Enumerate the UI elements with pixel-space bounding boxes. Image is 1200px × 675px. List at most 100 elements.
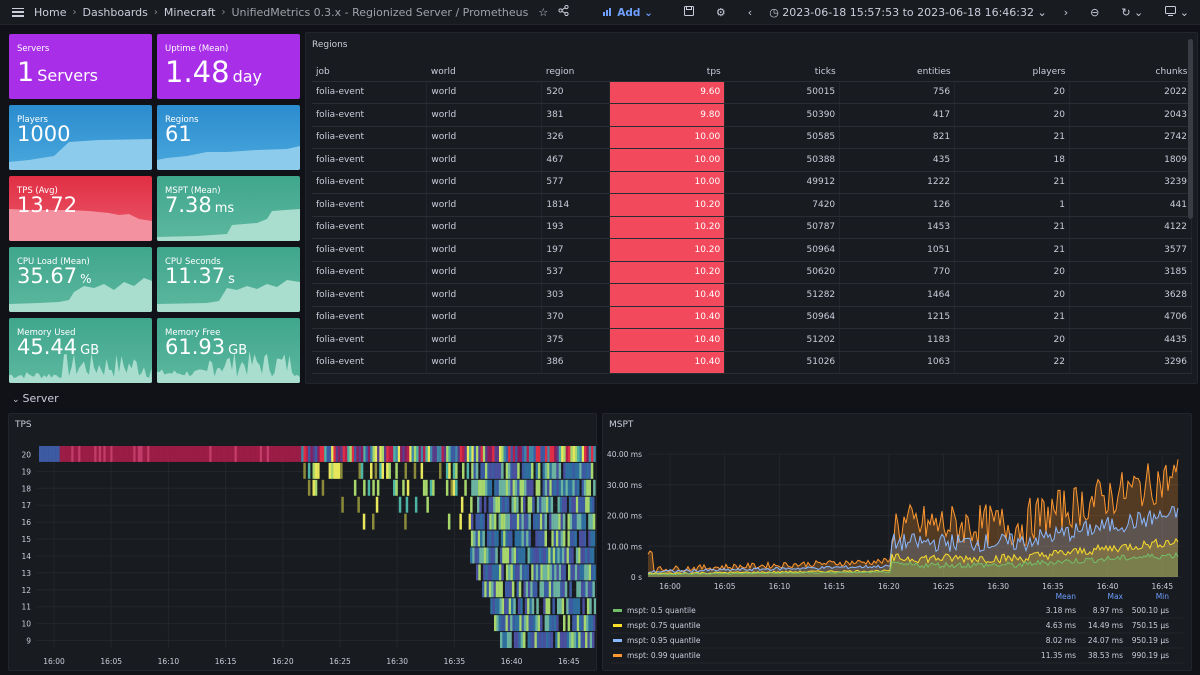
save-icon[interactable] [683,6,694,19]
heatmap-cell [551,479,555,496]
heatmap-cell [73,446,76,462]
stat-memory-used[interactable]: Memory Used 45.44 GB [9,318,152,383]
cell-job: folia-event [312,238,428,262]
stat-mspt[interactable]: MSPT (Mean) 7.38 ms [157,176,300,241]
share-icon[interactable] [558,4,569,19]
column-header-region[interactable]: region [541,63,610,82]
tv-icon[interactable]: ⌄ [1165,6,1189,19]
cell-entities: 821 [839,126,956,149]
heatmap-cell [529,598,532,615]
stat-tps[interactable]: TPS (Avg) 13.72 [9,176,152,241]
legend-series-name[interactable]: mspt: 0.5 quantile [627,606,696,615]
stat-cpu-seconds[interactable]: CPU Seconds 11.37 s [157,247,300,312]
heatmap-cell [509,547,512,564]
time-back-button[interactable]: ‹ [747,6,753,19]
table-row[interactable]: folia-event world 467 10.00 50388 435 18 1809 [312,148,1192,172]
table-row[interactable]: folia-event world 520 9.60 50015 756 20 2022 [312,81,1192,104]
mspt-timeseries[interactable]: 40.00 ms 30.00 ms 20.00 ms 10.00 ms 0 s 16:00… [603,414,1191,670]
heatmap-cell [498,581,501,598]
heatmap-cell [572,446,576,462]
table-row[interactable]: folia-event world 381 9.80 50390 417 20 2043 [312,103,1192,127]
table-row[interactable]: folia-event world 326 10.00 50585 821 21 2742 [312,126,1192,149]
heatmap-cell [560,513,564,530]
column-header-entities[interactable]: entities [839,63,955,82]
heatmap-cell [480,446,484,462]
legend-series-name[interactable]: mspt: 0.95 quantile [627,636,701,645]
star-icon[interactable]: ☆ [538,5,549,19]
table-row[interactable]: folia-event world 193 10.20 50787 1453 21 4122 [312,216,1192,239]
heatmap-cell [500,632,503,648]
legend-header-mean[interactable]: Mean [1056,592,1077,601]
menu-icon[interactable] [12,7,24,17]
stat-regions[interactable]: Regions 61 [157,105,300,170]
heatmap-cell [565,446,569,462]
breadcrumb-folder[interactable]: Minecraft [163,5,216,19]
stat-title: Regions [165,115,199,125]
heatmap-cell [439,462,442,479]
breadcrumb-dashboards[interactable]: Dashboards [82,5,148,19]
heatmap-cell [524,462,527,479]
heatmap-cell [443,446,447,462]
legend-series-name[interactable]: mspt: 0.99 quantile [627,651,701,660]
table-row[interactable]: folia-event world 577 10.00 49912 1222 21 3239 [312,171,1192,194]
heatmap-cell [462,462,465,479]
heatmap-cell [571,632,574,648]
stat-players[interactable]: Players 1000 [9,105,152,170]
y-tick-label: 16 [21,518,31,527]
heatmap-cell [452,462,456,479]
table-row[interactable]: folia-event world 1814 10.20 7420 126 1 441 [312,193,1192,217]
heatmap-cell [567,530,570,547]
breadcrumb-home[interactable]: Home [34,5,67,19]
legend-header-max[interactable]: Max [1107,592,1123,601]
heatmap-cell [457,446,461,462]
heatmap-cell [524,479,527,496]
column-header-job[interactable]: job [312,63,427,82]
stat-value-wrap: 13.72 [17,195,77,216]
column-header-tps[interactable]: tps [609,63,725,82]
heatmap-cell [505,513,508,530]
heatmap-cell [586,598,590,615]
stat-memory-free[interactable]: Memory Free 61.93 GB [157,318,300,383]
table-row[interactable]: folia-event world 537 10.20 50620 770 20 3185 [312,261,1192,284]
column-header-world[interactable]: world [426,63,542,82]
table-row[interactable]: folia-event world 375 10.40 51202 1183 20 4435 [312,328,1192,352]
table-row[interactable]: folia-event world 370 10.40 50964 1215 21 4706 [312,306,1192,329]
tps-heatmap[interactable]: 20 19 18 17 16 15 14 13 12 11 10 9 16:00 16:05 16:10 16… [9,414,596,670]
time-range-picker[interactable]: ◷ 2023-06-18 15:57:53 to 2023-06-18 16:4… [769,6,1047,19]
heatmap-cell [499,564,502,581]
heatmap-cell [513,632,517,648]
table-row[interactable]: folia-event world 386 10.40 51026 1063 22 3296 [312,351,1192,374]
heatmap-cell [557,598,560,615]
legend-series-name[interactable]: mspt: 0.75 quantile [627,621,701,630]
cell-world: world [426,306,543,329]
time-forward-button[interactable]: › [1063,6,1069,19]
stat-unit: Servers [37,66,98,85]
heatmap-cell [82,446,86,462]
table-scrollbar[interactable] [1188,39,1193,219]
table-row[interactable]: folia-event world 303 10.40 51282 1464 20 3628 [312,283,1192,307]
add-button[interactable]: Add ⌄ [602,7,653,19]
refresh-icon[interactable]: ↻ ⌄ [1121,6,1144,19]
zoom-out-icon[interactable]: ⊖ [1090,6,1100,19]
stat-value: 1 [17,57,35,88]
column-header-ticks[interactable]: ticks [724,63,840,82]
heatmap-cell [519,564,523,581]
column-header-players[interactable]: players [954,63,1070,82]
stat-value-wrap: 1.48 day [165,58,262,87]
stat-servers[interactable]: Servers 1 Servers [9,34,152,99]
legend-header-min[interactable]: Min [1156,592,1170,601]
stat-uptime[interactable]: Uptime (Mean) 1.48 day [157,34,300,99]
heatmap-cell [223,446,226,462]
heatmap-cell [501,446,504,462]
heatmap-cell [479,547,482,564]
column-header-chunks[interactable]: chunks [1069,63,1192,82]
stat-cpu-load[interactable]: CPU Load (Mean) 35.67% [9,247,152,312]
cell-world: world [426,126,543,149]
gear-icon[interactable]: ⚙ [715,6,726,19]
table-row[interactable]: folia-event world 197 10.20 50964 1051 21 3577 [312,238,1192,262]
heatmap-cell [586,564,589,581]
legend-swatch [613,639,622,642]
panel-title: Regions [312,40,348,50]
heatmap-cell [537,513,541,530]
row-header-server[interactable]: ⌄ Server [12,392,59,405]
